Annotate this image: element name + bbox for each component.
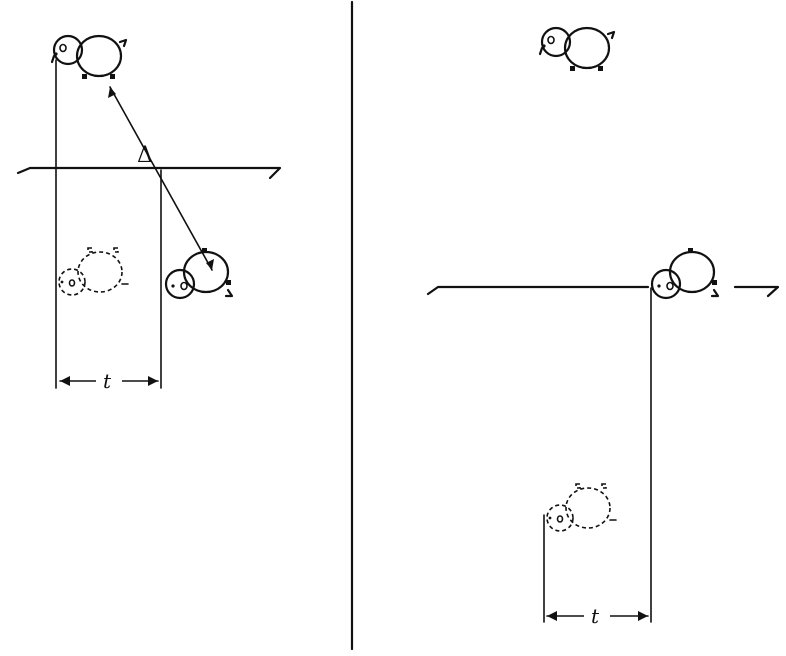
plane-line-right [426,285,650,296]
pig-dashed-right-icon [546,483,617,532]
pig-top-solid-icon [50,34,128,81]
pig-dashed-left-icon [58,247,129,296]
delta-arrow [109,86,213,271]
right-panel: t [426,26,780,628]
t-label-left: t [103,369,112,393]
plane-line-left [16,166,282,180]
left-panel: Δ t [16,34,282,393]
pig-right-moved-solid-icon [650,246,720,300]
delta-label: Δ [137,143,153,168]
t-label-right: t [591,604,600,628]
pig-right-top-solid-icon [538,26,616,73]
pig-moved-solid-icon [164,246,234,300]
